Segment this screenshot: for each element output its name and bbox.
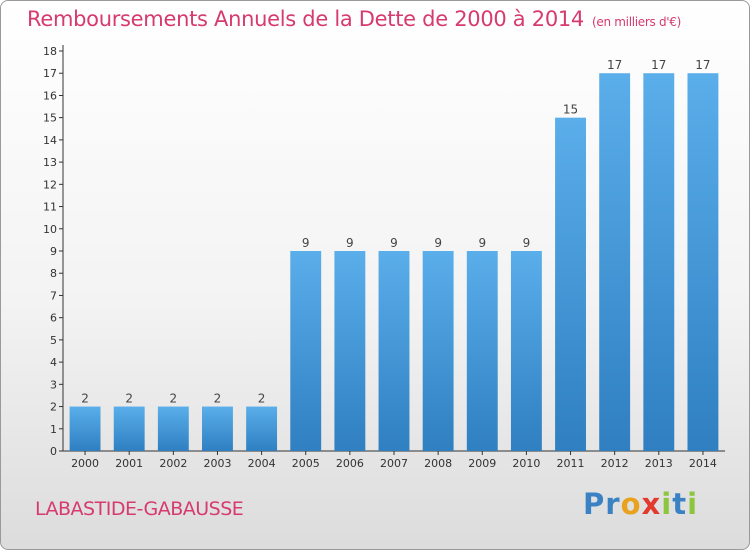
data-label: 2 <box>170 392 178 406</box>
x-tick-label: 2002 <box>159 457 187 470</box>
logo-letter: r <box>605 487 621 521</box>
y-tick-label: 17 <box>43 67 57 80</box>
commune-name: LABASTIDE-GABAUSSE <box>35 498 244 520</box>
bar <box>378 251 410 451</box>
y-tick-label: 9 <box>50 245 57 258</box>
x-tick-label: 2007 <box>380 457 408 470</box>
y-tick-label: 14 <box>43 134 57 147</box>
y-tick-label: 15 <box>43 112 57 125</box>
y-tick-label: 2 <box>50 401 57 414</box>
x-tick-label: 2011 <box>557 457 585 470</box>
x-tick-label: 2009 <box>468 457 496 470</box>
y-tick-label: 4 <box>50 356 57 369</box>
logo-letter: i <box>687 487 699 521</box>
bar <box>422 251 454 451</box>
x-tick-label: 2008 <box>424 457 452 470</box>
bar <box>555 117 586 452</box>
x-tick-label: 2004 <box>248 457 276 470</box>
data-label: 9 <box>434 236 442 250</box>
bar <box>69 406 101 451</box>
data-label: 17 <box>695 58 710 72</box>
x-tick-label: 2006 <box>336 457 364 470</box>
x-tick-label: 2012 <box>601 457 629 470</box>
data-label: 17 <box>607 58 622 72</box>
data-label: 9 <box>302 236 310 250</box>
bar <box>246 406 278 451</box>
x-tick-label: 2000 <box>71 457 99 470</box>
proxiti-logo: Proxiti <box>583 487 698 521</box>
bar <box>687 73 719 451</box>
x-tick-label: 2003 <box>203 457 231 470</box>
data-label: 2 <box>214 392 222 406</box>
x-tick-label: 2001 <box>115 457 143 470</box>
x-tick-label: 2014 <box>689 457 717 470</box>
data-label: 9 <box>346 236 354 250</box>
data-label: 9 <box>523 236 531 250</box>
x-tick-label: 2005 <box>292 457 320 470</box>
y-tick-label: 5 <box>50 334 57 347</box>
bar <box>599 73 631 451</box>
y-tick-label: 3 <box>50 378 57 391</box>
bar <box>290 251 322 451</box>
x-tick-label: 2013 <box>645 457 673 470</box>
chart-subtitle: (en milliers d'€) <box>592 15 682 29</box>
data-label: 15 <box>563 103 578 117</box>
y-tick-label: 7 <box>50 289 57 302</box>
y-tick-label: 1 <box>50 423 57 436</box>
y-tick-label: 6 <box>50 312 57 325</box>
data-label: 9 <box>478 236 486 250</box>
y-tick-label: 16 <box>43 89 57 102</box>
logo-letter: t <box>672 487 688 521</box>
chart-title-block: Remboursements Annuels de la Dette de 20… <box>27 7 681 31</box>
y-tick-label: 0 <box>50 445 57 458</box>
bar <box>510 251 542 451</box>
logo-letter: o <box>620 487 642 521</box>
logo-letter: i <box>661 487 673 521</box>
bar <box>643 73 675 451</box>
y-tick-label: 12 <box>43 178 57 191</box>
y-tick-label: 13 <box>43 156 57 169</box>
y-tick-label: 8 <box>50 267 57 280</box>
y-tick-label: 11 <box>43 201 57 214</box>
bar <box>334 251 366 451</box>
bar <box>113 406 145 451</box>
data-label: 2 <box>258 392 266 406</box>
y-tick-label: 10 <box>43 223 57 236</box>
logo-letter: x <box>641 487 662 521</box>
data-label: 9 <box>390 236 398 250</box>
x-tick-label: 2010 <box>512 457 540 470</box>
bar <box>157 406 189 451</box>
bar <box>466 251 498 451</box>
data-label: 2 <box>125 392 133 406</box>
data-label: 2 <box>81 392 89 406</box>
data-label: 17 <box>651 58 666 72</box>
chart-title: Remboursements Annuels de la Dette de 20… <box>27 7 584 31</box>
logo-letter: P <box>583 487 606 521</box>
bar <box>202 406 233 451</box>
y-tick-label: 18 <box>43 45 57 58</box>
